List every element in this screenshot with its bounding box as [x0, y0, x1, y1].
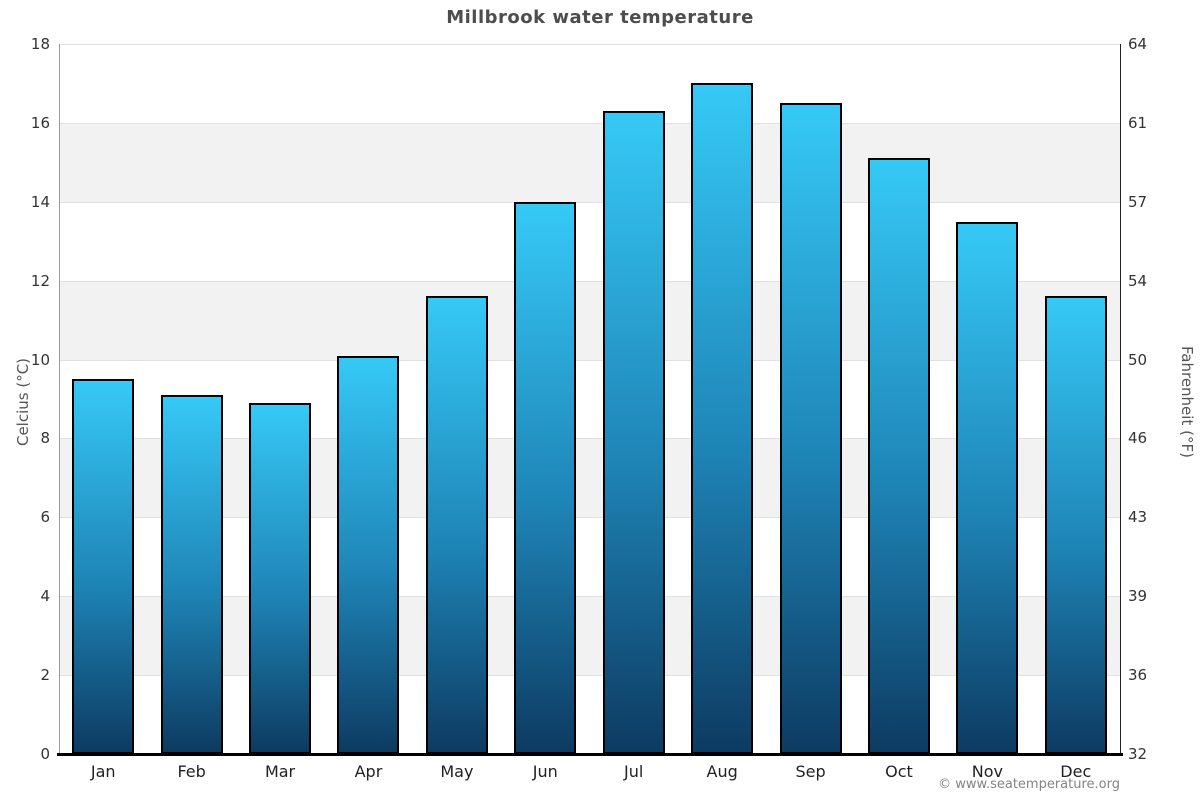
y-tick-fahrenheit: 57: [1128, 192, 1148, 211]
y-axis-line-celsius: [59, 44, 60, 754]
gridline: [59, 438, 1120, 440]
y-tick-celsius: 0: [40, 745, 50, 763]
bar-aug[interactable]: [691, 83, 754, 754]
x-tick-jan: Jan: [90, 762, 116, 781]
bar-jul[interactable]: [602, 111, 665, 754]
y-tick-fahrenheit: 50: [1128, 350, 1148, 369]
gridline: [59, 201, 1120, 203]
y-axis-line-fahrenheit: [1120, 44, 1121, 754]
y-tick-fahrenheit: 36: [1128, 666, 1148, 685]
x-tick-jun: Jun: [532, 762, 558, 781]
y-tick-fahrenheit: 43: [1128, 508, 1148, 527]
x-tick-sep: Sep: [795, 762, 826, 781]
bar-feb[interactable]: [160, 395, 223, 754]
plot-area: [59, 44, 1120, 754]
gridline: [59, 122, 1120, 124]
plot-band: [59, 122, 1120, 202]
bar-mar[interactable]: [249, 402, 312, 754]
bar-jan[interactable]: [72, 379, 135, 754]
copyright-text: © www.seatemperature.org: [938, 777, 1120, 792]
y-tick-celsius: 6: [40, 508, 50, 527]
x-tick-mar: Mar: [264, 762, 296, 781]
y-tick-celsius: 8: [40, 429, 50, 448]
y-tick-celsius: 12: [30, 271, 50, 290]
bar-jun[interactable]: [514, 201, 577, 754]
y-tick-celsius: 18: [30, 35, 50, 53]
x-tick-nov: Nov: [971, 762, 1003, 781]
gridline: [59, 280, 1120, 282]
x-axis-line: [57, 753, 1123, 756]
gridline: [59, 596, 1120, 598]
y-tick-celsius: 16: [30, 113, 50, 132]
bar-oct[interactable]: [867, 158, 930, 754]
y-tick-fahrenheit: 64: [1128, 35, 1148, 53]
y-tick-fahrenheit: 61: [1128, 113, 1148, 132]
gridline: [59, 44, 1120, 45]
y-tick-celsius: 10: [30, 350, 50, 369]
gridline: [59, 517, 1120, 519]
chart-title: Millbrook water temperature: [446, 7, 754, 28]
gridline: [59, 359, 1120, 361]
y-axis-title-fahrenheit: Fahrenheit (°F): [1178, 346, 1196, 458]
bar-may[interactable]: [425, 296, 488, 754]
bar-apr[interactable]: [337, 355, 400, 754]
y-tick-fahrenheit: 54: [1128, 271, 1148, 290]
plot-band: [59, 596, 1120, 676]
y-tick-celsius: 4: [40, 587, 50, 606]
x-tick-jul: Jul: [624, 762, 644, 781]
x-tick-dec: Dec: [1060, 762, 1092, 781]
bar-sep[interactable]: [779, 103, 842, 754]
bar-nov[interactable]: [956, 221, 1019, 754]
plot-band: [59, 438, 1120, 518]
y-tick-fahrenheit: 32: [1128, 745, 1148, 763]
plot-band: [59, 280, 1120, 360]
x-tick-feb: Feb: [177, 762, 206, 781]
gridline: [59, 675, 1120, 677]
y-axis-title-celsius: Celcius (°C): [14, 357, 32, 447]
x-tick-aug: Aug: [706, 762, 738, 781]
y-tick-fahrenheit: 39: [1128, 587, 1148, 606]
bar-dec[interactable]: [1044, 296, 1107, 754]
x-tick-apr: Apr: [354, 762, 383, 781]
x-tick-oct: Oct: [885, 762, 913, 781]
x-tick-may: May: [440, 762, 474, 781]
y-tick-fahrenheit: 46: [1128, 429, 1148, 448]
y-tick-celsius: 2: [40, 666, 50, 685]
y-tick-celsius: 14: [30, 192, 50, 211]
